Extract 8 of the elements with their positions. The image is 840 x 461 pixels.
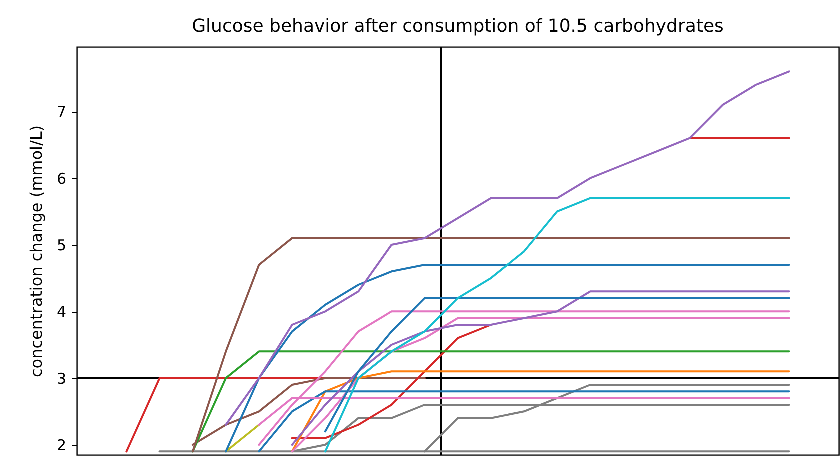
y-tick-label: 3 [56,370,66,388]
y-axis-title: concentration change (mmol/L) [26,125,46,378]
y-tick-label: 2 [56,436,66,454]
y-tick-label: 4 [56,303,66,322]
y-tick-label: 5 [56,236,66,254]
y-tick-label: 6 [56,170,66,188]
y-tick-label: 7 [56,103,66,122]
chart-title: Glucose behavior after consumption of 10.5 carbohydrates [192,16,724,37]
